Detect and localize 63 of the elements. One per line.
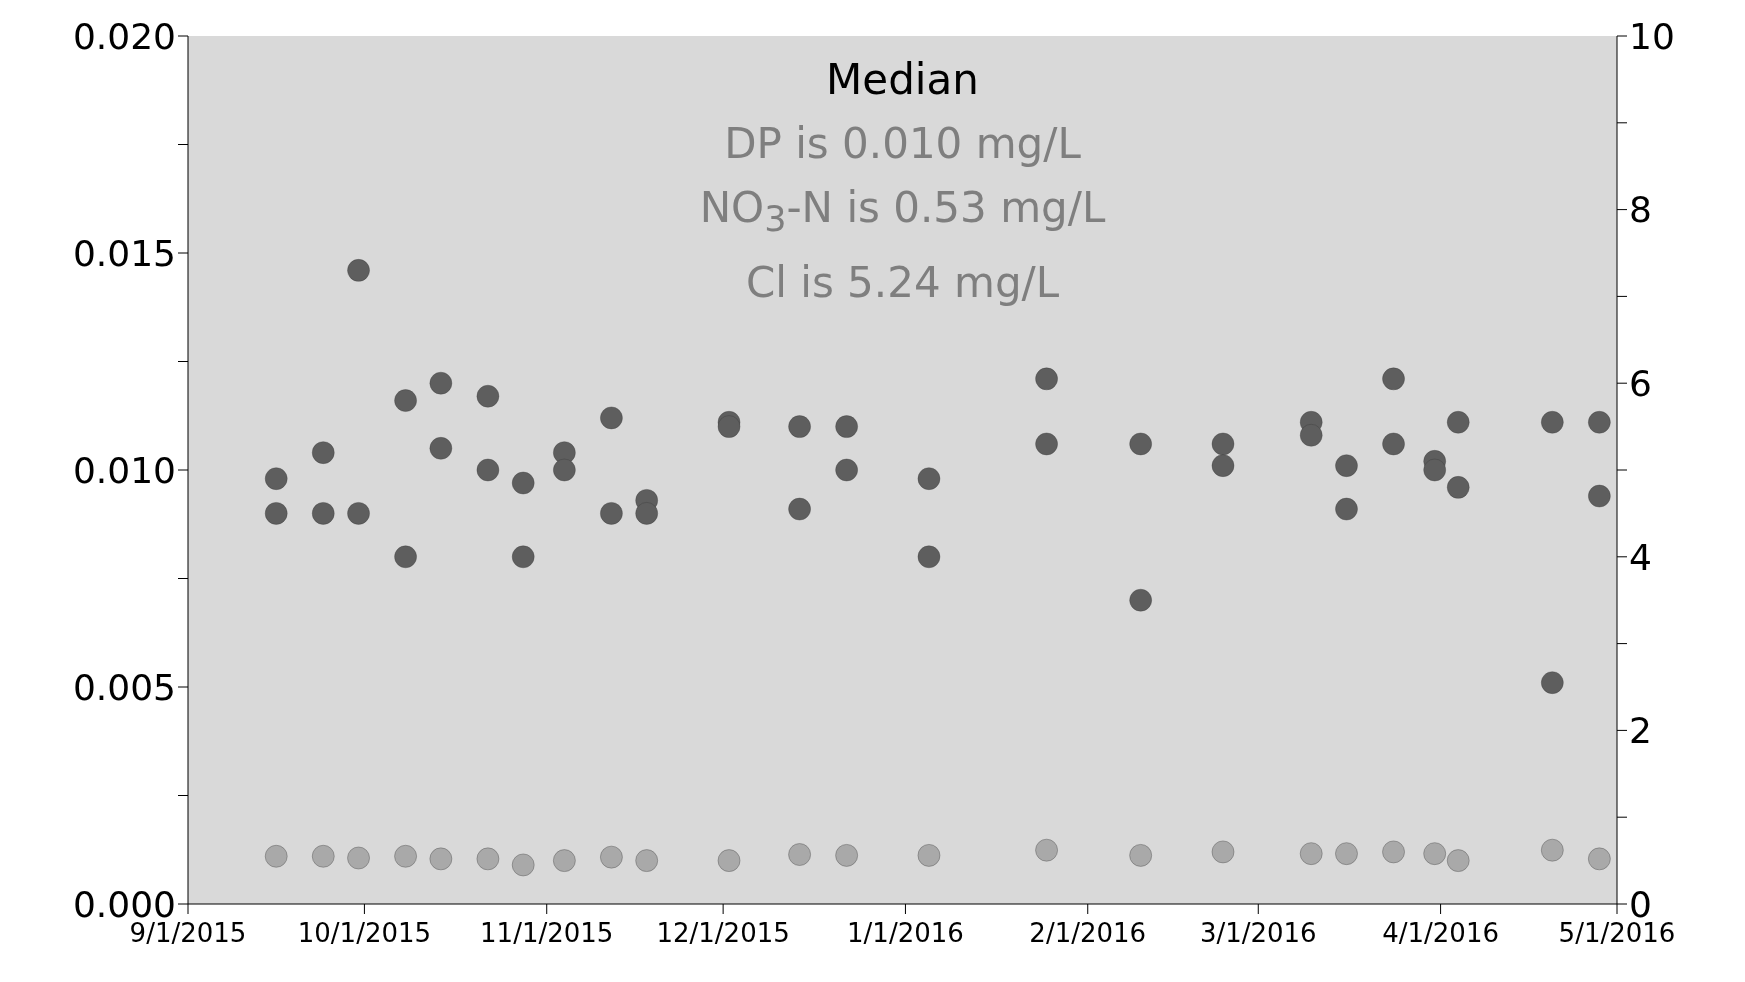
point [1334,497,1358,521]
point [788,497,812,521]
point [394,545,418,569]
point [1382,432,1406,456]
y2-tick-label: 8 [1629,189,1652,231]
point [429,436,453,460]
point [599,406,623,430]
annotation: Cl is 5.24 mg/L [744,257,1061,310]
point [717,415,741,439]
point [264,501,288,525]
y-tick-label: 0.015 [72,232,176,274]
x-tick-label: 10/1/2015 [297,918,432,949]
point [511,545,535,569]
y-tick-label: 0.020 [72,15,176,57]
point [264,467,288,491]
point [552,458,576,482]
point [835,458,859,482]
y-tick-label: 0.005 [72,666,176,708]
point [311,501,335,525]
point [511,471,535,495]
point [429,371,453,395]
x-tick-label: 11/1/2015 [480,918,614,949]
point [347,258,371,282]
point [788,415,812,439]
point [347,501,371,525]
point [835,415,859,439]
point [1587,484,1611,508]
point [1382,367,1406,391]
point [917,467,941,491]
x-tick-label: 4/1/2016 [1382,918,1499,949]
annotation: DP is 0.010 mg/L [723,118,1082,170]
point [599,501,623,525]
annotation: Median [825,54,980,106]
point [1587,410,1611,434]
point [917,545,941,569]
y2-tick-label: 6 [1629,362,1652,404]
point [1129,588,1153,612]
point [1334,454,1358,478]
point [635,501,659,525]
x-tick-label: 2/1/2016 [1029,918,1147,949]
point [1299,423,1323,447]
point [1211,432,1235,456]
y2-tick-label: 4 [1629,536,1652,578]
point [1035,432,1059,456]
y-tick-label: 0.010 [72,449,176,491]
point [311,441,335,465]
y2-tick-label: 10 [1629,15,1675,57]
point [476,458,500,482]
x-tick-label: 12/1/2015 [656,918,790,949]
point [476,384,500,408]
x-tick-label: 1/1/2016 [847,918,964,949]
point [1540,671,1564,695]
point [1211,454,1235,478]
point [1423,458,1447,482]
point [1035,367,1059,391]
annotation: NO$_{3}$-N is 0.53 mg/L [698,182,1107,242]
point [1446,475,1470,499]
y2-tick-label: 2 [1629,710,1652,752]
point [1446,410,1470,434]
point [394,389,418,413]
x-tick-label: 3/1/2016 [1199,918,1317,949]
point [1129,432,1153,456]
point [1540,410,1564,434]
